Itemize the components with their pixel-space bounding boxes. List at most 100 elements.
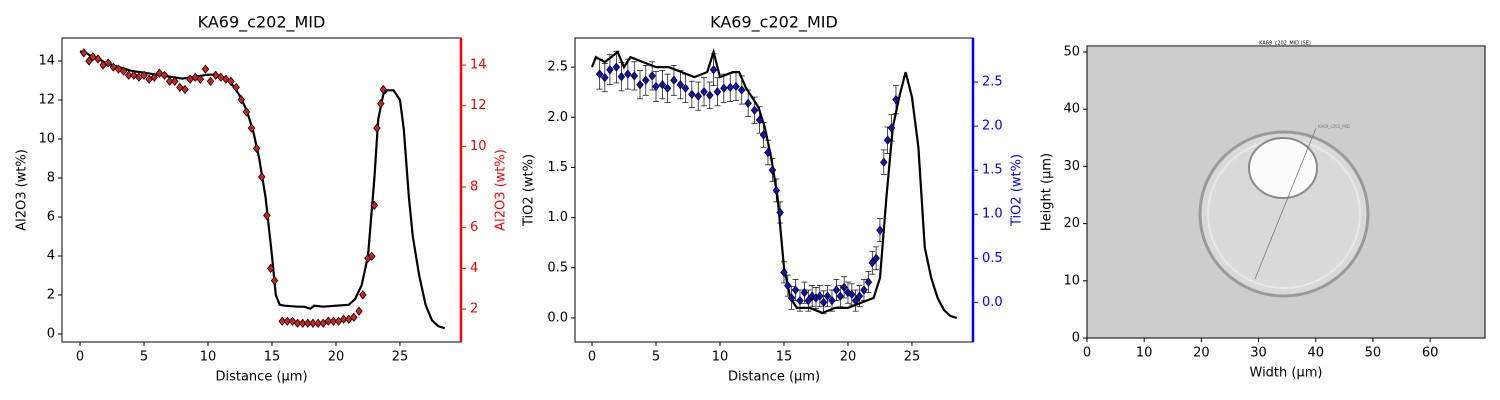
y2-tick-label: 8 [470, 180, 478, 195]
data-point [791, 285, 800, 295]
data-point [759, 130, 768, 140]
data-point [237, 94, 245, 105]
data-point [370, 200, 379, 210]
data-point [738, 85, 746, 95]
data-point [706, 90, 714, 100]
data-point [784, 280, 792, 291]
y-tick-label: 6 [47, 210, 55, 225]
y2-axis-label: Al2O3 (wt%) [494, 149, 509, 231]
y2-axis-label: TiO2 (wt%) [1010, 154, 1025, 227]
data-point [171, 76, 179, 86]
data-point [181, 84, 189, 95]
data-point [368, 251, 376, 261]
chart-title: KA69_c202_MID [198, 13, 326, 33]
y2-tick-label: 1.5 [982, 163, 1003, 178]
data-point [851, 295, 860, 306]
y-tick-label: 20 [1063, 216, 1080, 231]
data-point [314, 318, 322, 328]
y2-tick-label: 4 [470, 261, 478, 276]
data-point [780, 267, 788, 278]
data-point [776, 207, 784, 218]
y-tick-label: 0.5 [547, 260, 568, 275]
data-point [227, 76, 235, 86]
x-tick-label: 5 [140, 350, 148, 365]
y-tick-label: 2.5 [547, 60, 568, 75]
data-point [819, 297, 828, 307]
x-axis-label: Width (µm) [1250, 366, 1323, 381]
data-point [713, 87, 722, 97]
y-axis-label: TiO2 (wt%) [522, 154, 537, 227]
data-point [880, 157, 888, 167]
data-point [252, 143, 261, 154]
data-point [80, 48, 88, 58]
data-point [750, 105, 759, 115]
data-point [373, 123, 381, 133]
data-point [298, 318, 307, 328]
x-tick-label: 10 [712, 350, 729, 365]
data-point [283, 316, 292, 326]
data-line [590, 48, 958, 319]
y2-tick-label: 2.5 [982, 75, 1003, 90]
y2-tick-label: 10 [470, 139, 487, 154]
y-tick-label: 1.0 [547, 210, 568, 225]
y-tick-label: 10 [1063, 273, 1080, 288]
y2-tick-label: 14 [470, 58, 487, 73]
y-axis-label: Al2O3 (wt%) [15, 149, 30, 231]
y2-tick-label: 12 [470, 98, 487, 113]
y2-tick-label: 1.0 [982, 207, 1003, 222]
y-axis-label: Height (µm) [1040, 153, 1055, 231]
data-point [355, 306, 363, 316]
data-point [804, 295, 813, 306]
data-point [359, 290, 367, 300]
x-tick-label: 15 [776, 350, 793, 365]
data-point [267, 263, 275, 274]
data-point [350, 312, 358, 322]
y-tick-label: 8 [47, 171, 55, 186]
y-tick-label: 0 [1072, 331, 1080, 346]
data-point [720, 83, 728, 93]
data-point [652, 81, 660, 92]
data-point [860, 285, 868, 295]
data-point [601, 73, 609, 83]
data-point [304, 318, 312, 328]
image-title: KA69_c202_MID (SE) [1259, 41, 1311, 47]
data-point [612, 62, 621, 72]
y2-tick-label: 2.0 [982, 119, 1003, 134]
data-point [864, 277, 873, 287]
data-point [663, 83, 672, 93]
data-point [85, 56, 93, 66]
x-tick-label: 20 [1193, 346, 1210, 361]
data-point [114, 64, 123, 74]
data-point [617, 72, 626, 82]
data-point [278, 316, 286, 326]
profile-line [1254, 127, 1317, 280]
data-point [848, 289, 856, 300]
micrograph: KA69_c202_MID (SE) KA69_c202_MID [1087, 41, 1485, 338]
data-point [887, 123, 896, 133]
droplet [1198, 130, 1370, 298]
data-point [89, 52, 97, 62]
data-point [606, 65, 614, 75]
y-tick-label: 10 [38, 132, 55, 147]
data-point [293, 318, 302, 328]
data-point [768, 165, 777, 175]
data-point [630, 71, 638, 81]
data-point [868, 258, 876, 268]
data-point [196, 74, 205, 84]
data-point [700, 87, 708, 97]
x-tick-label: 60 [1422, 346, 1439, 361]
data-point [124, 70, 133, 80]
x-tick-label: 20 [840, 350, 857, 365]
data-point [709, 65, 718, 75]
y-tick-label: 4 [47, 249, 55, 264]
x-tick-label: 25 [904, 350, 921, 365]
y-tick-label: 0 [47, 327, 55, 342]
y2-tick-label: 0.5 [982, 251, 1003, 266]
data-point [855, 291, 864, 301]
x-tick-label: 30 [1250, 346, 1267, 361]
data-point [772, 185, 781, 196]
data-point [379, 84, 388, 95]
data-point [104, 58, 112, 68]
data-point [648, 71, 656, 81]
